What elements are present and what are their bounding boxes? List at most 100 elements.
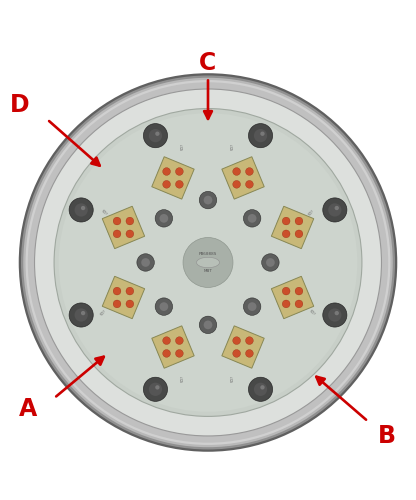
Ellipse shape bbox=[176, 168, 183, 175]
Ellipse shape bbox=[25, 80, 391, 445]
Text: VD?: VD? bbox=[181, 376, 185, 382]
FancyBboxPatch shape bbox=[152, 156, 194, 199]
Ellipse shape bbox=[113, 300, 121, 308]
Ellipse shape bbox=[144, 124, 168, 148]
Ellipse shape bbox=[126, 300, 134, 308]
Ellipse shape bbox=[21, 76, 395, 450]
Ellipse shape bbox=[243, 298, 261, 316]
Ellipse shape bbox=[155, 132, 160, 136]
Ellipse shape bbox=[141, 258, 150, 267]
Ellipse shape bbox=[295, 287, 303, 295]
Text: A: A bbox=[19, 397, 37, 421]
Ellipse shape bbox=[107, 211, 140, 244]
Text: VD?: VD? bbox=[231, 376, 235, 382]
Ellipse shape bbox=[163, 350, 171, 358]
Ellipse shape bbox=[204, 320, 213, 329]
Ellipse shape bbox=[176, 336, 183, 344]
Ellipse shape bbox=[227, 162, 260, 194]
Ellipse shape bbox=[282, 300, 290, 308]
Ellipse shape bbox=[54, 108, 362, 416]
Text: VD?: VD? bbox=[308, 208, 316, 216]
Ellipse shape bbox=[295, 300, 303, 308]
Ellipse shape bbox=[254, 129, 267, 142]
Ellipse shape bbox=[260, 385, 265, 390]
Ellipse shape bbox=[262, 254, 279, 271]
Text: VD?: VD? bbox=[181, 142, 185, 150]
Ellipse shape bbox=[163, 336, 171, 344]
Ellipse shape bbox=[81, 206, 85, 210]
FancyBboxPatch shape bbox=[102, 206, 145, 248]
Ellipse shape bbox=[295, 217, 303, 225]
Ellipse shape bbox=[323, 198, 347, 222]
Ellipse shape bbox=[233, 168, 240, 175]
Ellipse shape bbox=[334, 206, 339, 210]
Ellipse shape bbox=[245, 180, 253, 188]
Text: VD?: VD? bbox=[231, 142, 235, 150]
Ellipse shape bbox=[155, 210, 173, 227]
Ellipse shape bbox=[126, 230, 134, 238]
Ellipse shape bbox=[74, 308, 88, 322]
Ellipse shape bbox=[233, 180, 240, 188]
Ellipse shape bbox=[196, 258, 220, 268]
Ellipse shape bbox=[245, 336, 253, 344]
Ellipse shape bbox=[248, 124, 272, 148]
Text: D: D bbox=[10, 93, 30, 117]
Ellipse shape bbox=[156, 330, 189, 364]
Ellipse shape bbox=[59, 113, 357, 412]
Ellipse shape bbox=[334, 311, 339, 316]
Ellipse shape bbox=[245, 168, 253, 175]
Ellipse shape bbox=[295, 230, 303, 238]
FancyBboxPatch shape bbox=[222, 156, 264, 199]
Ellipse shape bbox=[276, 281, 309, 314]
FancyBboxPatch shape bbox=[102, 276, 145, 318]
Ellipse shape bbox=[199, 316, 217, 334]
FancyBboxPatch shape bbox=[271, 276, 314, 318]
Text: C: C bbox=[199, 51, 217, 75]
Text: B: B bbox=[378, 424, 396, 448]
Ellipse shape bbox=[254, 382, 267, 396]
Ellipse shape bbox=[126, 287, 134, 295]
Ellipse shape bbox=[155, 385, 160, 390]
Ellipse shape bbox=[183, 238, 233, 288]
Ellipse shape bbox=[328, 204, 342, 216]
Ellipse shape bbox=[233, 336, 240, 344]
Ellipse shape bbox=[69, 303, 93, 327]
Ellipse shape bbox=[328, 308, 342, 322]
Ellipse shape bbox=[113, 230, 121, 238]
Ellipse shape bbox=[159, 214, 168, 222]
Ellipse shape bbox=[113, 217, 121, 225]
Ellipse shape bbox=[248, 302, 257, 311]
Ellipse shape bbox=[282, 287, 290, 295]
Ellipse shape bbox=[176, 180, 183, 188]
Ellipse shape bbox=[163, 180, 171, 188]
Text: VD?: VD? bbox=[308, 308, 316, 316]
Ellipse shape bbox=[35, 89, 381, 436]
Ellipse shape bbox=[23, 78, 393, 447]
Ellipse shape bbox=[282, 230, 290, 238]
Text: PB6088S: PB6088S bbox=[199, 252, 217, 256]
FancyBboxPatch shape bbox=[222, 326, 264, 368]
FancyBboxPatch shape bbox=[271, 206, 314, 248]
Ellipse shape bbox=[155, 298, 173, 316]
Ellipse shape bbox=[19, 73, 397, 452]
Ellipse shape bbox=[176, 350, 183, 358]
Ellipse shape bbox=[245, 350, 253, 358]
Ellipse shape bbox=[260, 132, 265, 136]
Ellipse shape bbox=[126, 217, 134, 225]
Text: VD?: VD? bbox=[100, 208, 108, 216]
Ellipse shape bbox=[243, 210, 261, 227]
Ellipse shape bbox=[69, 198, 93, 222]
Ellipse shape bbox=[81, 311, 85, 316]
Ellipse shape bbox=[233, 350, 240, 358]
Ellipse shape bbox=[199, 192, 217, 209]
Ellipse shape bbox=[149, 129, 162, 142]
Ellipse shape bbox=[28, 82, 388, 442]
Ellipse shape bbox=[156, 162, 189, 194]
Text: VD?: VD? bbox=[100, 308, 108, 316]
Ellipse shape bbox=[113, 287, 121, 295]
Ellipse shape bbox=[323, 303, 347, 327]
Ellipse shape bbox=[107, 281, 140, 314]
Ellipse shape bbox=[137, 254, 154, 271]
Ellipse shape bbox=[266, 258, 275, 267]
Ellipse shape bbox=[276, 211, 309, 244]
